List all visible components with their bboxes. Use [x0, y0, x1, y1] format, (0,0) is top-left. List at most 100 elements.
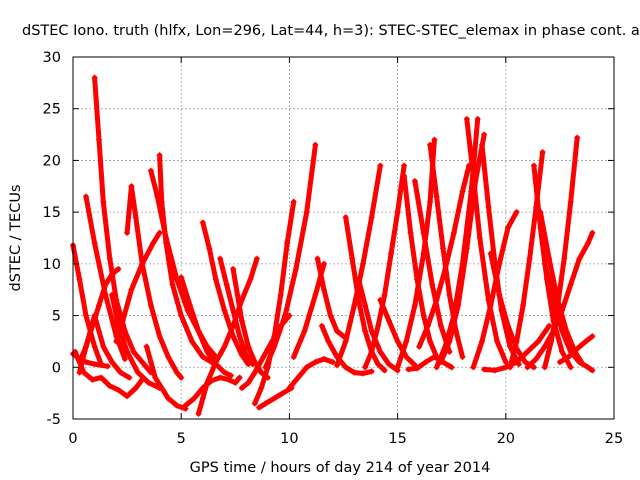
data-point-marker — [217, 255, 224, 262]
data-point-marker — [82, 312, 89, 319]
data-point-marker — [178, 374, 185, 381]
data-point-marker — [124, 393, 131, 400]
data-point-marker — [89, 376, 96, 383]
series-40 — [463, 116, 509, 366]
data-point-marker — [381, 367, 388, 374]
series-8 — [124, 183, 185, 381]
data-point-marker — [478, 141, 485, 148]
data-point-marker — [394, 209, 401, 216]
data-point-marker — [550, 297, 557, 304]
data-point-marker — [325, 338, 332, 345]
data-point-marker — [253, 255, 260, 262]
data-point-marker — [262, 400, 269, 407]
data-point-marker — [403, 353, 410, 360]
y-tick-label: -5 — [47, 412, 61, 428]
data-point-marker — [513, 359, 520, 366]
data-point-marker — [139, 359, 146, 366]
data-point-marker — [238, 384, 245, 391]
data-point-marker — [416, 343, 423, 350]
data-point-marker — [147, 167, 154, 174]
data-point-marker — [314, 255, 321, 262]
data-point-marker — [559, 328, 566, 335]
data-point-marker — [124, 229, 131, 236]
data-point-marker — [100, 343, 107, 350]
data-point-marker — [91, 361, 98, 368]
data-point-marker — [507, 343, 514, 350]
data-point-marker — [82, 343, 89, 350]
data-point-marker — [481, 366, 488, 373]
plot-frame — [72, 56, 615, 420]
data-point-marker — [526, 255, 533, 262]
data-point-marker — [394, 338, 401, 345]
data-point-marker — [405, 366, 412, 373]
x-tick-label: 0 — [68, 431, 77, 447]
data-point-marker — [156, 229, 163, 236]
data-point-marker — [429, 281, 436, 288]
data-point-marker — [533, 356, 540, 363]
data-point-marker — [145, 379, 152, 386]
data-point-marker — [355, 276, 362, 283]
data-point-marker — [256, 404, 263, 411]
data-point-marker — [195, 328, 202, 335]
data-point-marker — [258, 369, 265, 376]
series-37 — [416, 162, 473, 350]
data-point-marker — [251, 369, 258, 376]
data-point-marker — [169, 281, 176, 288]
series-trace — [286, 356, 336, 391]
data-point-marker — [221, 369, 228, 376]
data-point-marker — [537, 209, 544, 216]
data-point-marker — [450, 229, 457, 236]
series-trace — [256, 385, 295, 411]
data-point-marker — [236, 333, 243, 340]
data-point-marker — [541, 260, 548, 267]
data-point-marker — [474, 116, 481, 123]
data-point-marker — [368, 328, 375, 335]
data-point-marker — [245, 343, 252, 350]
data-point-marker — [589, 367, 596, 374]
data-point-marker — [401, 172, 408, 179]
data-point-marker — [301, 328, 308, 335]
y-tick-label: 10 — [43, 257, 61, 273]
data-point-marker — [502, 364, 509, 371]
data-point-marker — [424, 322, 431, 329]
series-17 — [217, 255, 256, 368]
data-point-marker — [76, 276, 83, 283]
data-point-marker — [147, 302, 154, 309]
data-point-marker — [539, 149, 546, 156]
data-point-marker — [91, 74, 98, 81]
plot-area — [70, 74, 596, 417]
data-point-marker — [312, 359, 319, 366]
data-point-marker — [414, 365, 421, 372]
y-axis-label: dSTEC / TECUs — [8, 185, 24, 292]
data-point-marker — [431, 136, 438, 143]
series-trace — [263, 142, 318, 370]
series-trace — [438, 132, 487, 365]
data-point-marker — [243, 351, 250, 358]
series-9 — [113, 229, 163, 345]
data-point-marker — [212, 276, 219, 283]
data-point-marker — [279, 390, 286, 397]
data-point-marker — [98, 362, 105, 369]
data-point-marker — [420, 229, 427, 236]
data-point-marker — [463, 116, 470, 123]
data-point-marker — [427, 141, 434, 148]
data-point-marker — [260, 353, 267, 360]
x-tick-label: 5 — [177, 431, 186, 447]
series-2 — [72, 348, 146, 400]
data-point-marker — [232, 379, 239, 386]
x-tick-label: 20 — [497, 431, 515, 447]
data-point-marker — [427, 338, 434, 345]
data-point-marker — [195, 410, 202, 417]
series-23 — [262, 141, 319, 371]
data-point-marker — [95, 302, 102, 309]
data-point-marker — [230, 307, 237, 314]
data-point-marker — [82, 193, 89, 200]
data-point-marker — [470, 172, 477, 179]
data-point-marker — [377, 348, 384, 355]
data-point-marker — [327, 312, 334, 319]
data-point-marker — [433, 193, 440, 200]
data-point-marker — [494, 338, 501, 345]
data-point-marker — [487, 302, 494, 309]
data-point-marker — [113, 338, 120, 345]
axes: 0 5 10 15 20 25 -5 0 5 10 15 20 25 30 — [43, 50, 624, 447]
